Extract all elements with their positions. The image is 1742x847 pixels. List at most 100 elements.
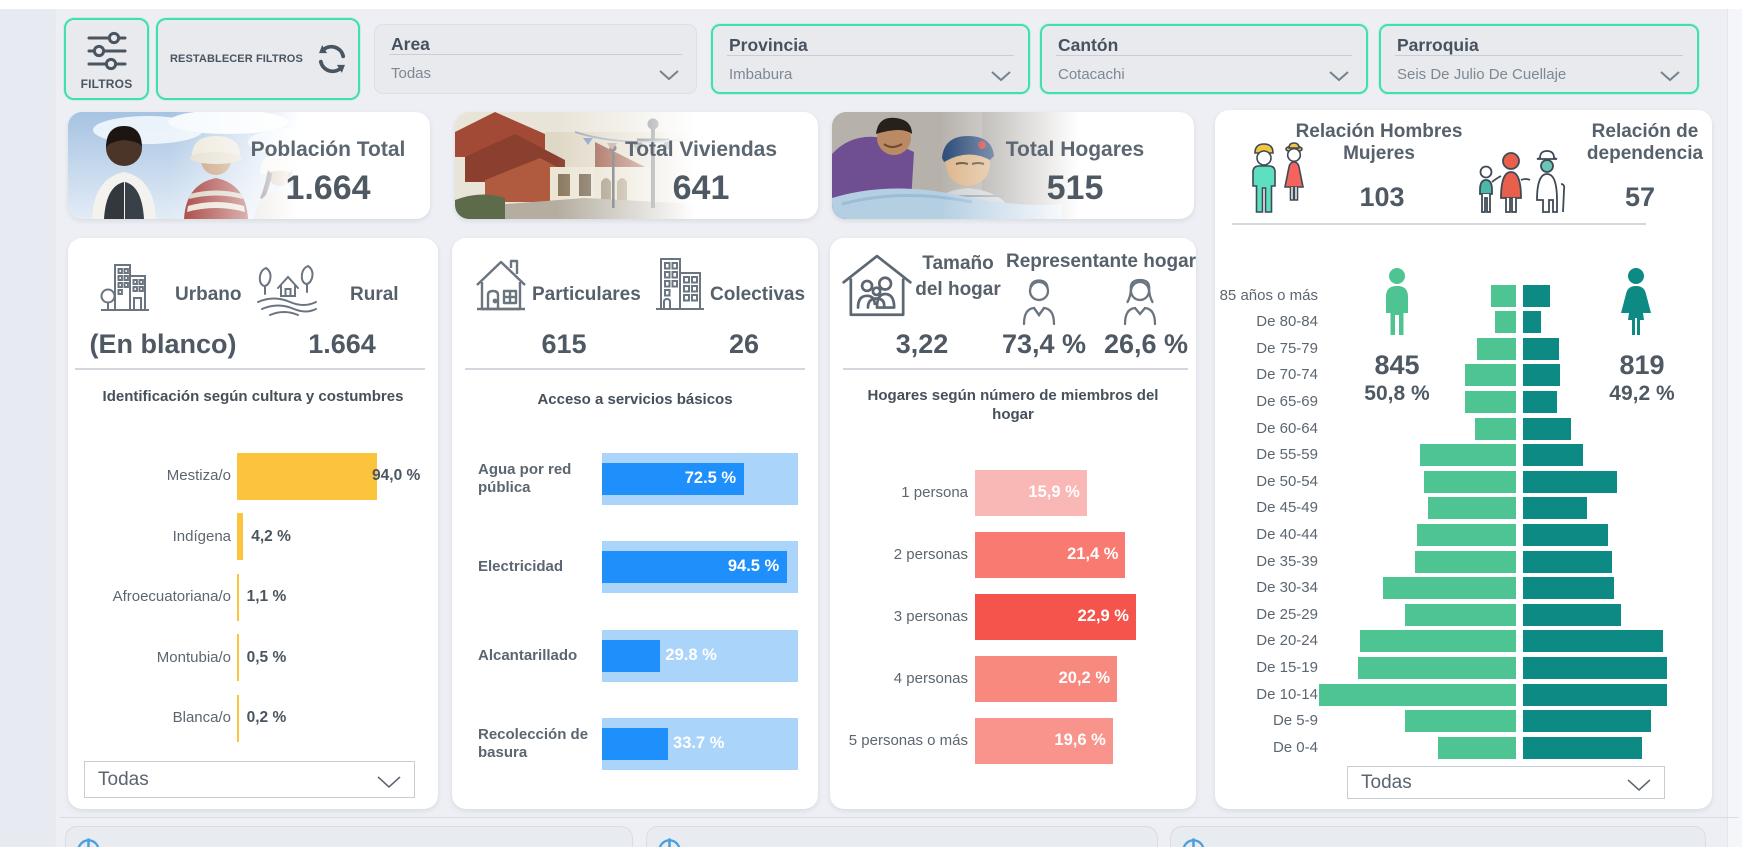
pyramid-bar-men[interactable] [1414,550,1516,573]
relacion-dependencia-value: 57 [1624,182,1656,212]
relacion-hombres-mujeres-value: 103 [1359,182,1405,212]
pyramid-age-label: De 0-4 [1272,738,1318,756]
bottom-card-3[interactable] [1170,826,1706,847]
chevron-down-icon [377,775,401,788]
particulares-value: 615 [541,329,587,359]
pyramid-bar-men[interactable] [1428,497,1516,520]
tamano-hogar-value: 3,22 [895,329,949,359]
pyramid-bar-men[interactable] [1416,523,1516,546]
household-bar[interactable] [975,655,1117,702]
pyramid-bar-men[interactable] [1383,577,1516,600]
pyramid-bar-men[interactable] [1404,710,1516,733]
pyramid-bar-women[interactable] [1523,550,1612,573]
female-person-icon [1123,278,1157,326]
canton-dropdown[interactable]: Cantón Cotacachi [1040,24,1368,94]
service-bar[interactable] [602,639,661,672]
household-bar[interactable] [975,593,1136,640]
women-pct: 49,2 % [1609,382,1675,405]
pyramid-age-label: De 30-34 [1256,579,1318,597]
household-bar-value: 19,6 % [1054,730,1106,749]
representante-title: Representante hogar [1006,251,1197,272]
pyramid-bar-women[interactable] [1523,710,1651,733]
culture-bar[interactable] [237,573,239,621]
kpi-value: 515 [1046,169,1104,207]
pyramid-age-label: De 20-24 [1256,632,1318,650]
pyramid-bar-women[interactable] [1523,417,1571,440]
pyramid-bar-women[interactable] [1523,603,1621,626]
relacion-dependencia-title: Relación de dependencia [1586,121,1704,164]
pyramid-bar-women[interactable] [1523,523,1609,546]
pyramid-age-label: De 5-9 [1272,712,1318,730]
provincia-dropdown[interactable]: Provincia Imbabura [711,24,1030,94]
area-dropdown[interactable]: Area Todas [374,24,697,94]
parroquia-dropdown[interactable]: Parroquia Seis De Julio De Cuellaje [1379,24,1699,94]
pyramid-bar-men[interactable] [1420,444,1516,467]
pyramid-bar-men[interactable] [1437,736,1516,759]
pyramid-bar-women[interactable] [1523,497,1587,520]
culture-chart-title: Identificación según cultura y costumbre… [102,388,404,405]
household-bar[interactable] [975,469,1087,516]
pyramid-bar-men[interactable] [1490,284,1516,307]
culture-bar[interactable] [237,634,239,682]
culture-filter-value: Todas [98,768,149,790]
refresh-icon [318,44,346,74]
culture-bar-category: Afroecuatoriana/o [112,588,231,606]
pyramid-bar-women[interactable] [1523,284,1550,307]
pyramid-bar-men[interactable] [1494,311,1516,334]
scrollbar-track[interactable] [1727,9,1742,847]
services-chart-title: Acceso a servicios básicos [537,391,733,408]
pyramid-bar-men[interactable] [1465,390,1516,413]
pyramid-bar-men[interactable] [1358,656,1516,679]
service-bar-value: 29.8 % [665,645,717,664]
pyramid-bar-men[interactable] [1404,603,1516,626]
reset-filters-button[interactable]: RESTABLECER FILTROS [156,18,360,100]
pyramid-bar-women[interactable] [1523,630,1664,653]
canton-dropdown-label: Cantón [1058,35,1119,55]
pyramid-bar-women[interactable] [1523,470,1618,493]
divider [75,368,425,370]
pyramid-filter-dropdown[interactable]: Todas [1347,766,1665,799]
pyramid-bar-women[interactable] [1523,736,1643,759]
service-bar[interactable] [602,551,788,584]
provincia-dropdown-label: Provincia [729,35,808,55]
pyramid-bar-men[interactable] [1475,417,1516,440]
pyramid-age-label: De 55-59 [1256,446,1318,464]
culture-bar[interactable] [237,694,239,742]
pyramid-bar-men[interactable] [1319,683,1516,706]
household-bar[interactable] [975,531,1126,578]
culture-bar-category: Mestiza/o [166,467,231,484]
pyramid-bar-men[interactable] [1359,630,1516,653]
service-bar[interactable] [602,727,669,760]
service-bar-value: 33.7 % [673,733,725,752]
pyramid-bar-men[interactable] [1424,470,1516,493]
pyramid-bar-women[interactable] [1523,337,1559,360]
culture-bar-category: Indígena [172,527,231,545]
pyramid-bar-women[interactable] [1523,311,1541,334]
pyramid-bar-women[interactable] [1523,390,1557,413]
pyramid-bar-women[interactable] [1523,444,1584,467]
representante-female-value: 26,6 % [1103,329,1189,359]
pyramid-bar-men[interactable] [1476,337,1516,360]
urbano-value: (En blanco) [89,329,237,359]
pyramid-bar-women[interactable] [1523,577,1614,600]
pyramid-age-label: De 60-64 [1256,419,1318,437]
culture-bar[interactable] [237,513,244,561]
culture-filter-dropdown[interactable]: Todas [84,761,415,798]
bottom-card-2[interactable] [646,826,1158,847]
pyramid-bar-women[interactable] [1523,656,1667,679]
service-bar[interactable] [602,463,745,495]
pyramid-age-label: De 25-29 [1256,605,1318,623]
household-bar-category: 3 personas [893,607,968,625]
culture-bar[interactable] [237,452,378,500]
particulares-label: Particulares [532,284,641,305]
household-bar-category: 1 persona [901,483,968,501]
pyramid-bar-men[interactable] [1465,364,1516,387]
bottom-card-1[interactable] [65,826,633,847]
household-bar[interactable] [975,717,1113,764]
pyramid-age-label: De 45-49 [1256,499,1318,517]
pyramid-bar-women[interactable] [1523,364,1561,387]
divider [465,368,805,370]
filters-button[interactable]: FILTROS [64,18,149,100]
pyramid-bar-women[interactable] [1523,683,1667,706]
